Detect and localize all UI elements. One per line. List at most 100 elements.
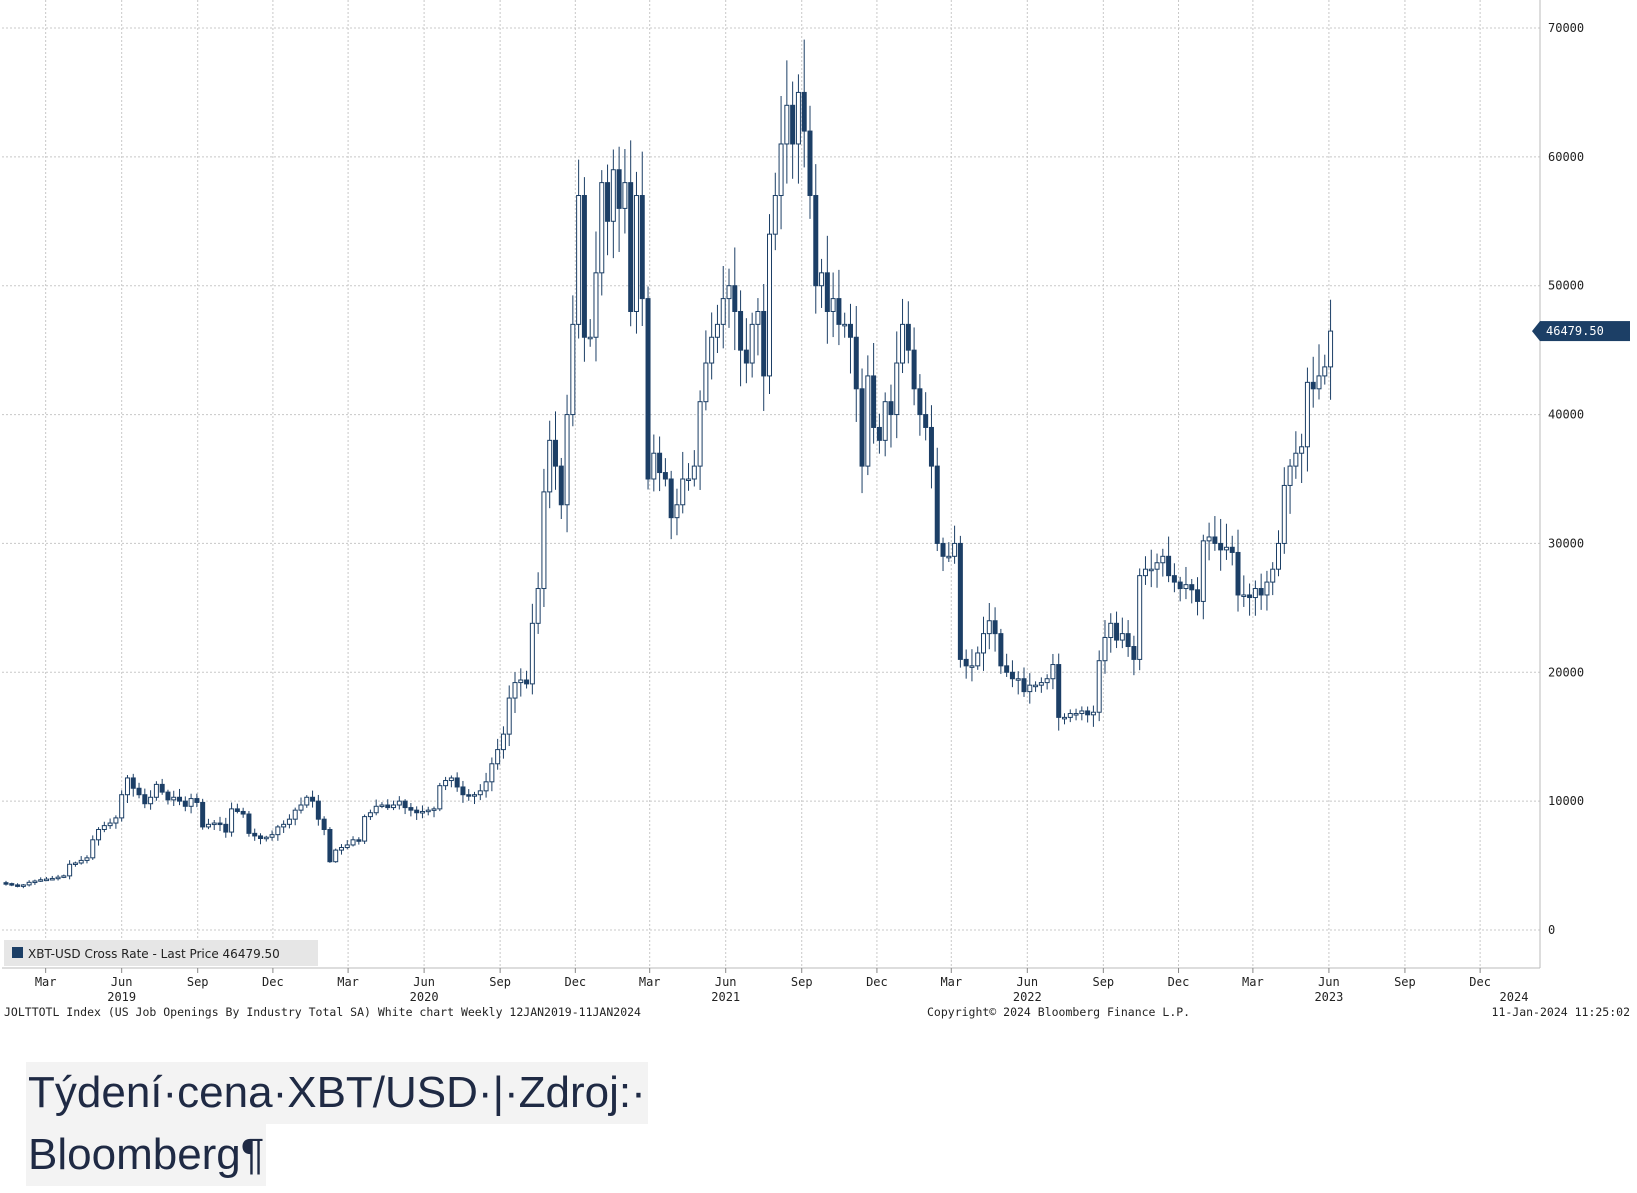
candle bbox=[188, 793, 194, 814]
candles bbox=[3, 39, 1334, 889]
candle bbox=[668, 470, 674, 540]
candle-body bbox=[177, 796, 183, 802]
candle bbox=[304, 795, 310, 808]
candle-body bbox=[587, 336, 593, 340]
candle-body bbox=[333, 849, 339, 863]
legend: XBT-USD Cross Rate - Last Price 46479.50 bbox=[4, 940, 318, 966]
candle bbox=[327, 827, 333, 863]
candle-body bbox=[674, 504, 680, 519]
x-axis: Mar Jun Sep Dec Mar Jun Sep Dec Mar Jun Sep Dec Mar J… bbox=[2, 967, 1540, 1004]
candle bbox=[738, 290, 744, 387]
y-tick-label: 10000 bbox=[1548, 794, 1584, 808]
candle bbox=[1096, 650, 1102, 722]
candle-body bbox=[709, 336, 715, 364]
candle bbox=[946, 542, 952, 562]
candle-body bbox=[714, 323, 720, 338]
x-tick-label: Mar bbox=[940, 975, 962, 989]
candle-body bbox=[448, 777, 454, 782]
candle-body bbox=[437, 785, 443, 810]
candle-body bbox=[900, 323, 906, 364]
candle-body bbox=[1183, 584, 1189, 590]
candle-body bbox=[258, 835, 264, 840]
candle bbox=[674, 488, 680, 536]
candle bbox=[1125, 620, 1131, 657]
x-tick-label: Mar bbox=[1242, 975, 1264, 989]
x-tick-label: Sep bbox=[791, 975, 813, 989]
candle bbox=[321, 816, 327, 836]
candle-body bbox=[1304, 381, 1310, 448]
candle bbox=[662, 458, 668, 487]
candle bbox=[1328, 299, 1334, 400]
candle-body bbox=[194, 798, 200, 803]
candle bbox=[263, 835, 269, 842]
candle-body bbox=[373, 805, 379, 814]
candle-body bbox=[205, 823, 211, 828]
candle-body bbox=[651, 452, 657, 480]
candle-body bbox=[1056, 664, 1062, 718]
candle bbox=[1131, 635, 1137, 676]
candle bbox=[373, 799, 379, 816]
candle-body bbox=[1108, 622, 1114, 638]
candle bbox=[1276, 530, 1282, 577]
candle-body bbox=[726, 285, 732, 300]
candle bbox=[1171, 563, 1177, 593]
candle bbox=[512, 672, 518, 714]
candle bbox=[119, 790, 125, 822]
candle-body bbox=[622, 182, 628, 209]
candle bbox=[1015, 671, 1021, 695]
candle bbox=[622, 149, 628, 234]
candle bbox=[795, 74, 801, 184]
candle bbox=[483, 772, 489, 798]
candle-body bbox=[645, 298, 651, 480]
candle-body bbox=[124, 777, 130, 796]
candle-body bbox=[211, 822, 217, 826]
candle bbox=[703, 330, 709, 411]
candle bbox=[240, 807, 246, 818]
x-year-label: 2019 bbox=[107, 990, 136, 1004]
candle-body bbox=[142, 794, 148, 805]
candle-body bbox=[1137, 575, 1143, 660]
candle-body bbox=[541, 491, 547, 590]
candle-body bbox=[558, 465, 564, 506]
candle-body bbox=[252, 832, 258, 837]
candle-body bbox=[952, 542, 958, 557]
candle-body bbox=[217, 822, 223, 826]
candle bbox=[969, 649, 975, 682]
candle-body bbox=[321, 818, 327, 830]
candle-body bbox=[148, 796, 154, 805]
candle-body bbox=[1038, 682, 1044, 686]
candle bbox=[905, 301, 911, 364]
candle-body bbox=[1252, 588, 1258, 599]
candle bbox=[807, 105, 813, 219]
candle bbox=[992, 607, 998, 652]
candle bbox=[49, 875, 55, 881]
candle bbox=[292, 807, 298, 826]
candle-body bbox=[524, 679, 530, 685]
candle bbox=[535, 572, 541, 634]
candle-body bbox=[836, 298, 842, 325]
chart: 0 10000 20000 30000 40000 50000 60000 70000 Mar… bbox=[2, 0, 1630, 1019]
footer-copyright: Copyright© 2024 Bloomberg Finance L.P. bbox=[927, 1005, 1190, 1019]
candle-body bbox=[43, 878, 49, 882]
candle-body bbox=[1085, 710, 1091, 716]
candle bbox=[1137, 568, 1143, 671]
candle-body bbox=[1079, 710, 1085, 715]
candle-body bbox=[1119, 633, 1125, 641]
candle bbox=[460, 780, 466, 803]
candle-body bbox=[391, 804, 397, 809]
figure-caption: Týdení·cena·XBT/USD·|·Zdroj:· Bloomberg¶ bbox=[26, 1062, 648, 1186]
candle bbox=[1067, 709, 1073, 723]
candle bbox=[234, 803, 240, 814]
x-tick-label: Dec bbox=[866, 975, 888, 989]
candle bbox=[928, 405, 934, 489]
candle bbox=[518, 668, 524, 697]
chart-svg: 0 10000 20000 30000 40000 50000 60000 70000 Mar… bbox=[2, 0, 1630, 1019]
candle-body bbox=[576, 195, 582, 325]
candle-body bbox=[599, 182, 605, 274]
candle bbox=[20, 884, 26, 889]
candle bbox=[691, 450, 697, 487]
candle bbox=[998, 628, 1004, 674]
caption-line-1: Týdení·cena·XBT/USD·|·Zdroj:· bbox=[26, 1062, 648, 1124]
candle-body bbox=[581, 195, 587, 338]
candle-body bbox=[477, 790, 483, 796]
